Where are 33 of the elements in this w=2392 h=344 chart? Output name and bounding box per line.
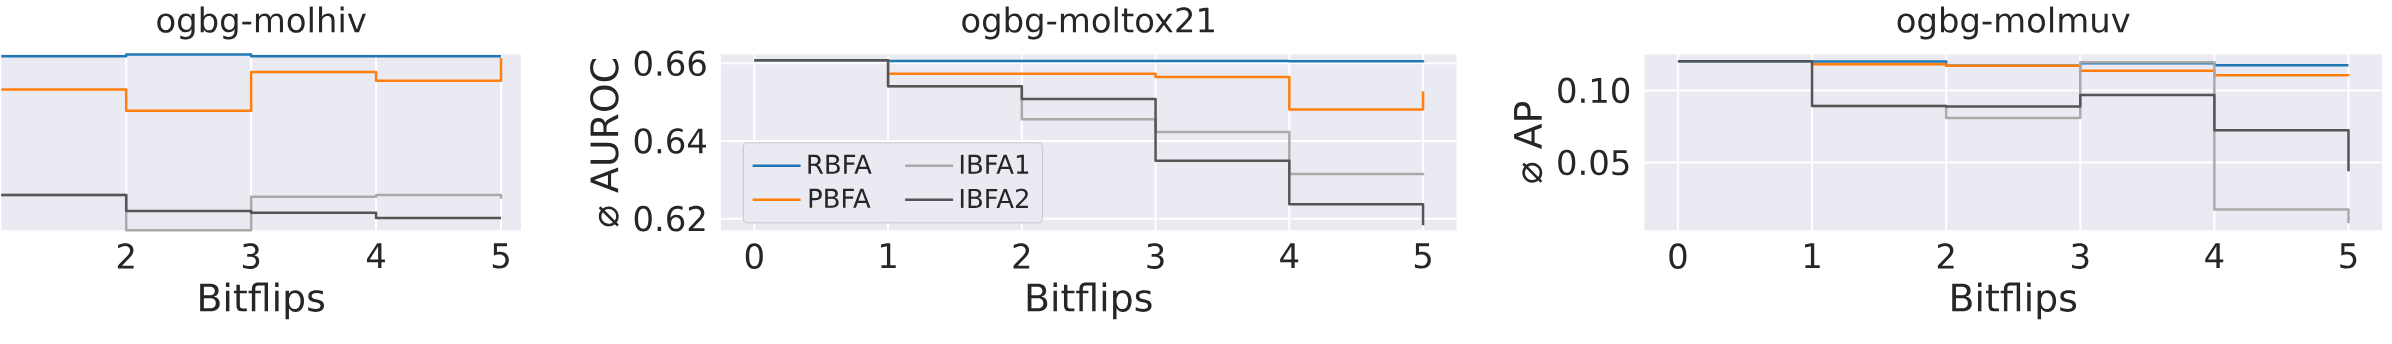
legend-label: RBFA [808,154,872,174]
y-axis-title: ⌀ AP [1514,101,1543,183]
y-tick-label: 0.10 [1558,77,1630,104]
x-tick-label: 2 [1013,243,1030,269]
chart-title: ogbg-molmuv [1897,6,2130,40]
x-tick-label: 3 [1147,243,1164,269]
y-tick-label: 0.64 [634,128,706,154]
x-tick-label: 0 [1669,243,1687,269]
legend-label: IBFA2 [960,188,1028,208]
chart-title: ogbg-moltox21 [962,6,1214,40]
x-tick-label: 5 [1414,243,1431,269]
x-tick-label: 4 [2205,243,2224,268]
x-tick-label: 0 [745,243,763,269]
y-tick-label: 0.05 [1558,149,1629,176]
legend-label: IBFA1 [960,154,1029,174]
x-tick-label: 3 [242,243,260,269]
x-tick-label: 2 [117,243,134,269]
x-tick-label: 3 [2072,243,2089,269]
x-tick-label: 4 [366,243,385,268]
x-tick-label: 4 [1280,243,1299,268]
x-axis-title: Bitflips [1952,282,2077,320]
legend-label: PBFA [809,188,871,208]
x-tick-label: 5 [492,243,509,269]
y-tick-label: 0.62 [634,205,705,232]
x-tick-label: 1 [881,243,896,268]
x-axis-title: Bitflips [200,282,324,320]
x-axis-title: Bitflips [1027,282,1152,320]
y-axis-title: ⌀ AUROC [590,58,619,227]
chart-title: ogbg-molhiv [157,6,366,40]
x-tick-label: 2 [1937,243,1954,269]
x-tick-label: 1 [1804,243,1820,268]
x-tick-label: 5 [2340,243,2357,269]
y-tick-label: 0.66 [634,50,706,76]
